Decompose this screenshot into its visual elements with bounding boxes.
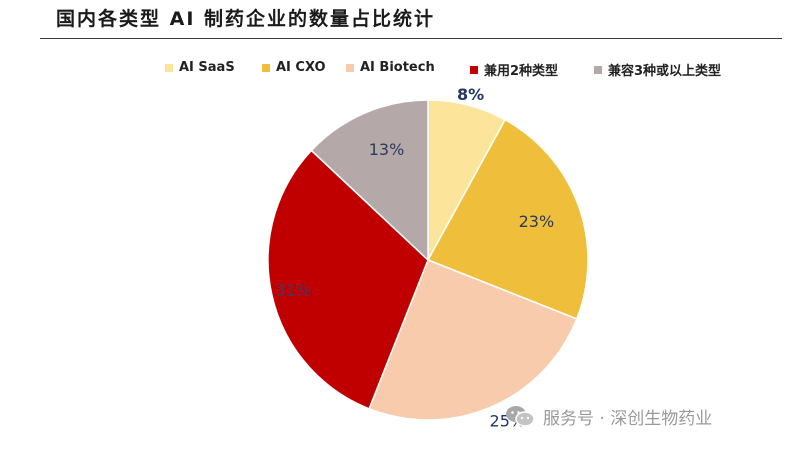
legend-label: 兼用2种类型 [484, 64, 559, 79]
legend-item-ai-biotech: AI Biotech [346, 60, 435, 75]
pie-slice-dual-type [267, 149, 429, 410]
pie-slice-ai-cxo [426, 118, 589, 320]
watermark: 服务号 · 深创生物药业 [505, 402, 712, 430]
legend-swatch [346, 63, 354, 72]
title-divider [40, 38, 782, 39]
slice-label-ai-saas: 8% [457, 85, 484, 104]
legend-label: AI CXO [276, 60, 326, 75]
legend-item-ai-cxo: AI CXO [262, 60, 326, 75]
page-title: 国内各类型 AI 制药企业的数量占比统计 [56, 8, 436, 30]
slice-label-multi-type: 13% [369, 140, 405, 159]
slice-label-dual-type: 31% [276, 281, 312, 300]
legend-label: AI Biotech [360, 60, 435, 75]
pie-slice-multi-type [310, 99, 429, 262]
watermark-text: 服务号 · 深创生物药业 [543, 408, 713, 429]
wechat-icon [506, 406, 535, 427]
pie-slice-ai-biotech [368, 259, 578, 421]
legend-item-multi-type: 兼容3种或以上类型 [594, 60, 721, 79]
legend-swatch [262, 63, 270, 72]
legend-item-dual-type: 兼用2种类型 [470, 60, 558, 79]
legend-swatch [594, 65, 602, 74]
legend-label: 兼容3种或以上类型 [608, 64, 722, 79]
legend-label: AI SaaS [179, 60, 235, 75]
legend-item-ai-saas: AI SaaS [165, 60, 235, 75]
slice-label-ai-cxo: 23% [519, 212, 555, 231]
legend-swatch [165, 63, 173, 72]
chart-legend: AI SaaS AI CXO AI Biotech 兼用2种类型 兼容3种或以上… [0, 60, 800, 84]
legend-swatch [470, 65, 478, 74]
